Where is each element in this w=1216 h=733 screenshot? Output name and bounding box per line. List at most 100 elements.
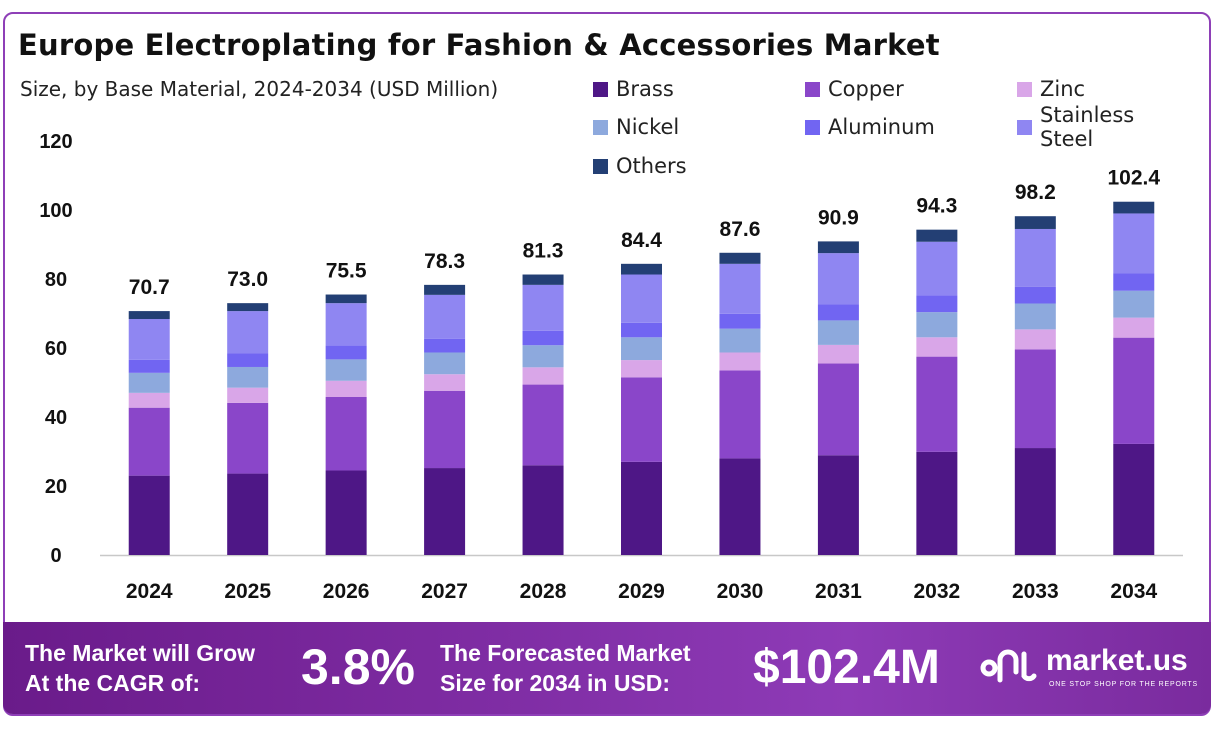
bar-segment-others: [916, 229, 958, 242]
legend-swatch: [593, 119, 608, 135]
bar-segment-brass: [522, 465, 564, 555]
forecast-value: $102.4M: [753, 641, 940, 694]
bar-segment-stainless-steel: [1113, 213, 1155, 274]
cagr-label: The Market will Grow At the CAGR of:: [25, 638, 255, 698]
bar-total-label: 70.7: [129, 276, 170, 299]
bar-segment-nickel: [325, 359, 367, 381]
x-tick-label: 2030: [717, 580, 764, 603]
bar-segment-copper: [621, 377, 662, 462]
legend-item-others: Others: [593, 153, 687, 179]
bar-segment-copper: [916, 356, 958, 452]
legend-label: Others: [616, 154, 687, 178]
y-tick-label: 0: [50, 545, 61, 567]
bar-segment-copper: [227, 402, 269, 474]
bar-segment-stainless-steel: [621, 274, 662, 323]
bar-segment-zinc: [1113, 317, 1155, 338]
bar-segment-nickel: [227, 366, 269, 388]
legend-swatch: [593, 81, 608, 97]
bar-segment-stainless-steel: [227, 311, 269, 354]
legend-item-copper: Copper: [805, 76, 904, 102]
bar-segment-zinc: [621, 360, 662, 378]
legend-label: Stainless Steel: [1040, 103, 1135, 151]
bar-segment-others: [817, 241, 859, 254]
bar-segment-copper: [817, 363, 859, 456]
legend-item-brass: Brass: [593, 76, 674, 102]
legend-swatch: [805, 119, 820, 135]
footer-banner: The Market will Grow At the CAGR of: 3.8…: [3, 622, 1211, 714]
y-tick-label: 120: [39, 131, 72, 153]
y-tick-label: 80: [45, 269, 67, 291]
y-tick-label: 100: [39, 200, 72, 222]
bar-total-label: 75.5: [326, 260, 367, 283]
x-tick-label: 2032: [914, 580, 961, 603]
bar-segment-others: [1113, 201, 1155, 214]
bar-segment-zinc: [128, 392, 170, 408]
bar-segment-nickel: [424, 352, 466, 375]
bar-segment-zinc: [817, 344, 859, 364]
bar-segment-brass: [1014, 448, 1056, 555]
bar-segment-nickel: [817, 320, 859, 345]
bar-segment-brass: [1113, 443, 1155, 555]
bar-segment-others: [424, 284, 466, 295]
bar-segment-stainless-steel: [1014, 228, 1056, 287]
x-tick-label: 2029: [618, 580, 665, 603]
bar-segment-stainless-steel: [325, 303, 367, 346]
y-tick-label: 20: [45, 476, 67, 498]
bar-segment-nickel: [719, 328, 761, 353]
bar-segment-others: [1014, 216, 1056, 229]
y-tick-label: 60: [45, 338, 67, 360]
bar-segment-nickel: [621, 337, 662, 361]
x-tick-label: 2026: [323, 580, 370, 603]
market-us-logo-icon: [980, 649, 1037, 683]
bar-segment-copper: [522, 384, 564, 466]
x-tick-label: 2025: [224, 580, 271, 603]
bar-segment-aluminum: [817, 304, 859, 321]
bar-segment-stainless-steel: [719, 263, 761, 314]
bar-segment-brass: [621, 461, 662, 555]
bar-segment-others: [719, 252, 761, 264]
x-tick-label: 2027: [421, 580, 468, 603]
bar-total-label: 94.3: [916, 195, 957, 218]
bar-segment-zinc: [916, 337, 958, 357]
bar-segment-aluminum: [128, 359, 170, 373]
x-tick-label: 2031: [815, 580, 862, 603]
bar-segment-copper: [128, 407, 170, 476]
bar-segment-brass: [128, 475, 170, 555]
bar-segment-copper: [1113, 337, 1155, 444]
x-tick-label: 2024: [126, 580, 173, 603]
bar-total-label: 78.3: [424, 250, 465, 273]
bar-segment-aluminum: [719, 313, 761, 329]
bar-segment-others: [227, 303, 269, 312]
bar-segment-nickel: [128, 372, 170, 393]
bar-segment-stainless-steel: [916, 241, 958, 296]
bar-segment-brass: [916, 451, 958, 555]
chart-title: Europe Electroplating for Fashion & Acce…: [18, 28, 940, 62]
forecast-label-line1: The Forecasted Market: [440, 640, 691, 666]
cagr-value: 3.8%: [301, 639, 415, 695]
y-tick-label: 40: [45, 407, 67, 429]
brand-tagline: ONE STOP SHOP FOR THE REPORTS: [1049, 681, 1198, 688]
bar-segment-stainless-steel: [817, 253, 859, 305]
forecast-label: The Forecasted Market Size for 2034 in U…: [440, 638, 691, 698]
legend-swatch: [593, 158, 608, 174]
bar-total-label: 98.2: [1015, 181, 1056, 204]
legend-label: Zinc: [1040, 77, 1086, 101]
bar-segment-copper: [1014, 349, 1056, 449]
bar-segment-aluminum: [227, 353, 269, 367]
bar-segment-aluminum: [621, 322, 662, 338]
x-tick-label: 2028: [520, 580, 567, 603]
chart-subtitle: Size, by Base Material, 2024-2034 (USD M…: [20, 77, 499, 101]
bar-segment-brass: [719, 458, 761, 555]
bar-total-label: 90.9: [818, 206, 859, 229]
bar-segment-nickel: [522, 345, 564, 368]
bar-segment-copper: [325, 396, 367, 471]
x-tick-label: 2033: [1012, 580, 1059, 603]
bar-segment-zinc: [1014, 329, 1056, 350]
legend-item-nickel: Nickel: [593, 114, 679, 140]
bar-segment-zinc: [719, 352, 761, 371]
legend-label: Copper: [828, 77, 904, 101]
bar-segment-zinc: [325, 380, 367, 397]
legend-swatch: [1017, 119, 1032, 135]
legend-swatch: [1017, 81, 1032, 97]
bar-total-label: 84.4: [621, 229, 662, 252]
